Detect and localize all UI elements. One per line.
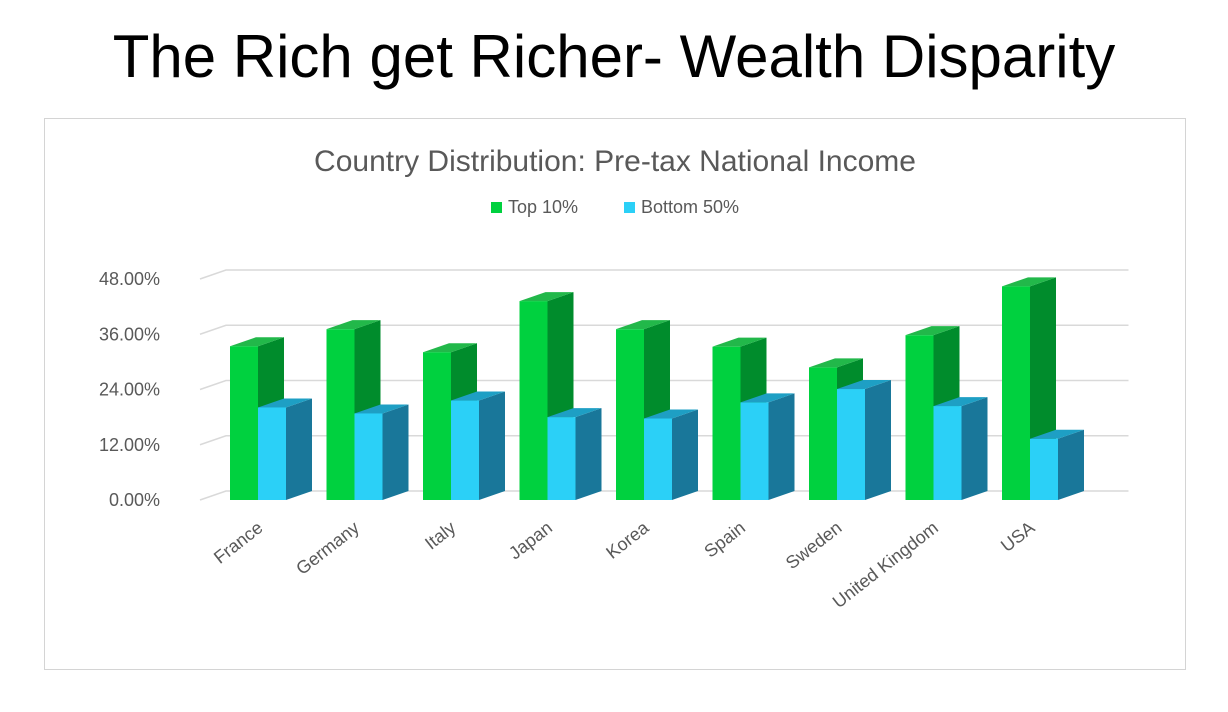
chart-title: Country Distribution: Pre-tax National I… [314, 145, 916, 178]
bar-side-bottom-50 [865, 380, 891, 500]
bar-bottom-50 [644, 418, 672, 500]
legend-swatch-bottom-50 [624, 202, 635, 213]
bar-cap-top-10 [326, 320, 381, 330]
bar-cap-top-10 [712, 337, 767, 347]
chart-plot: 0.00% 12.00% 24.00% 36.00% 48.00% France Germa… [99, 269, 1129, 612]
chart-frame: 0.00% 12.00% 24.00% 36.00% 48.00% France Germa… [44, 118, 1186, 670]
y-tick-label: 48.00% [99, 269, 160, 289]
bar-bottom-50 [837, 389, 865, 500]
bar-side-bottom-50 [1058, 429, 1084, 500]
bar-cap-bottom-50 [547, 408, 602, 418]
bar-cap-bottom-50 [451, 391, 505, 401]
bar-bottom-50 [547, 417, 576, 500]
bar-cap-bottom-50 [258, 398, 312, 408]
bar-cap-top-10 [230, 337, 284, 347]
legend-label-bottom-50: Bottom 50% [641, 197, 740, 217]
x-tick-label: Korea [602, 517, 653, 563]
gridline [199, 324, 1129, 335]
y-tick-label: 12.00% [99, 435, 160, 455]
x-tick-label: Japan [505, 517, 556, 563]
bar-cap-top-10 [616, 320, 670, 330]
bar-top-10 [616, 329, 644, 500]
x-tick-label: United Kingdom [829, 517, 942, 612]
bar-bottom-50 [740, 402, 769, 500]
bar-cap-top-10 [1002, 277, 1056, 287]
legend-item-top-10: Top 10% [490, 197, 578, 218]
bar-top-10 [519, 301, 548, 500]
chart-legend: Top 10% Bottom 50% [45, 197, 1185, 218]
bar-side-bottom-50 [382, 404, 409, 500]
bar-side-bottom-50 [286, 398, 312, 500]
bar-top-10 [230, 346, 258, 500]
gridline [199, 269, 1129, 280]
bar-bottom-50 [258, 407, 286, 500]
bar-cap-top-10 [423, 343, 477, 353]
bar-cap-bottom-50 [740, 393, 795, 403]
bar-top-10 [423, 352, 451, 500]
bar-bottom-50 [1030, 438, 1058, 500]
x-tick-label: Germany [292, 517, 363, 578]
bar-side-bottom-50 [575, 408, 602, 500]
bar-side-bottom-50 [479, 391, 505, 500]
y-tick-label: 24.00% [99, 380, 160, 400]
x-tick-label: Italy [421, 517, 459, 553]
bar-top-10 [1002, 286, 1030, 500]
legend-swatch-top-10 [490, 202, 502, 213]
x-tick-label: France [210, 517, 266, 567]
bar-cap-bottom-50 [933, 397, 988, 407]
x-tick-label: Sweden [782, 517, 846, 573]
legend-item-bottom-50: Bottom 50% [624, 197, 739, 218]
bar-top-10 [905, 335, 934, 500]
bar-side-bottom-50 [768, 393, 795, 500]
bar-cap-bottom-50 [354, 404, 409, 414]
bar-bottom-50 [354, 413, 383, 500]
bar-cap-bottom-50 [644, 409, 698, 419]
bar-bottom-50 [933, 406, 962, 500]
bar-top-10 [712, 346, 741, 500]
x-tick-label: USA [997, 517, 1038, 556]
bar-cap-top-10 [519, 292, 574, 302]
legend-label-top-10: Top 10% [507, 197, 578, 217]
bar-cap-bottom-50 [1030, 429, 1084, 439]
bar-cap-top-10 [905, 326, 960, 336]
bar-side-bottom-50 [672, 409, 698, 500]
bar-cap-bottom-50 [837, 380, 891, 390]
bar-side-bottom-50 [961, 397, 988, 500]
bar-top-10 [809, 367, 837, 500]
x-tick-label: Spain [700, 517, 749, 561]
bar-cap-top-10 [809, 358, 863, 368]
slide-title: The Rich get Richer- Wealth Disparity [112, 23, 1116, 90]
y-tick-label: 36.00% [99, 324, 160, 344]
bar-top-10 [326, 329, 355, 500]
y-tick-label: 0.00% [109, 490, 160, 510]
bar-bottom-50 [451, 400, 479, 500]
